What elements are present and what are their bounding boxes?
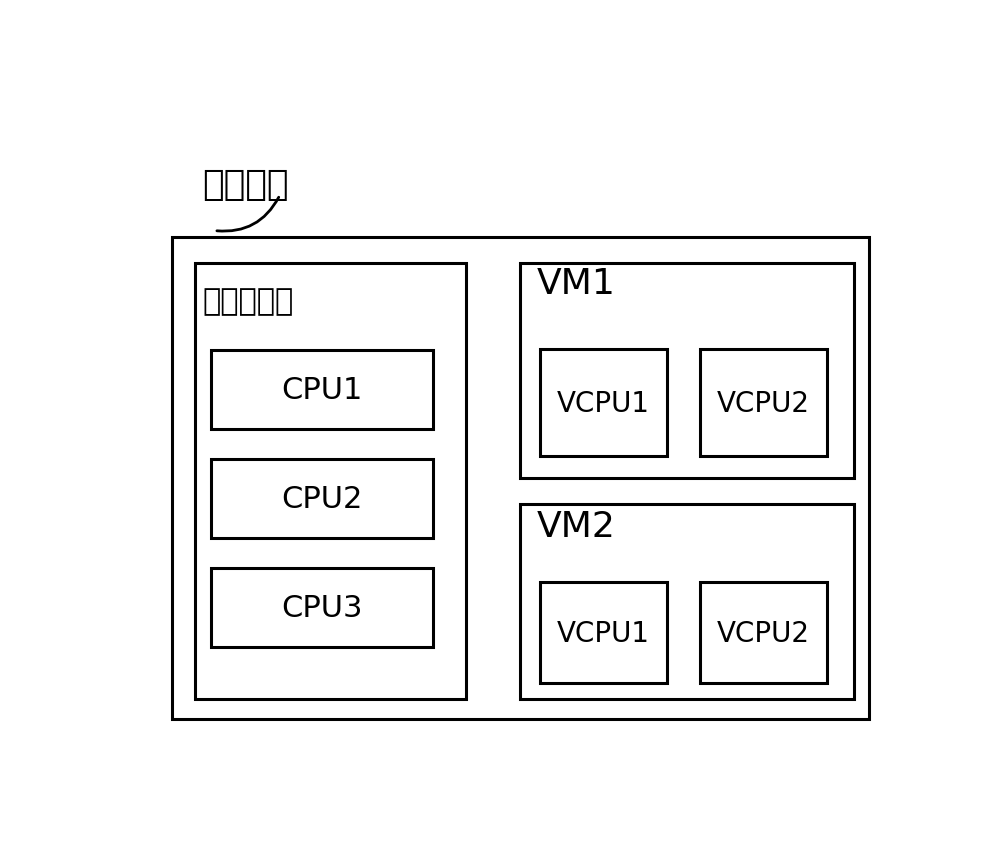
Text: CPU3: CPU3	[281, 593, 363, 622]
Bar	[520, 263, 854, 479]
Text: CPU2: CPU2	[282, 484, 363, 513]
Text: VCPU1: VCPU1	[557, 389, 650, 417]
Text: VCPU1: VCPU1	[557, 619, 650, 647]
Bar	[172, 238, 869, 719]
Text: VM1: VM1	[537, 266, 616, 300]
Text: 预留资源池: 预留资源池	[203, 287, 294, 316]
Text: VCPU2: VCPU2	[717, 389, 810, 417]
Bar	[195, 263, 466, 699]
Text: VM2: VM2	[537, 509, 616, 544]
Bar	[211, 569, 433, 647]
Bar	[211, 460, 433, 538]
Bar	[540, 582, 667, 684]
Bar	[211, 351, 433, 430]
Text: CPU1: CPU1	[282, 376, 363, 404]
Bar	[700, 582, 827, 684]
FancyArrowPatch shape	[217, 198, 279, 232]
Bar	[700, 349, 827, 457]
Bar	[540, 349, 667, 457]
Bar	[520, 504, 854, 699]
Text: VCPU2: VCPU2	[717, 619, 810, 647]
Text: 物理主机: 物理主机	[202, 168, 289, 202]
